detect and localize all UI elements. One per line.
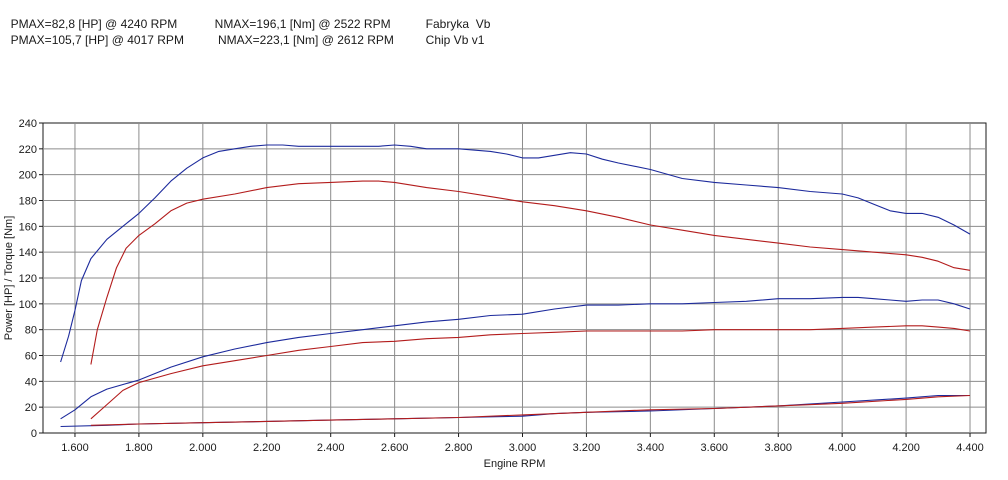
header-row-chip: PMAX=105,7 [HP] @ 4017 RPM NMAX=223,1 [N…: [4, 19, 485, 47]
x-tick-label: 3.400: [637, 442, 665, 454]
x-tick-label: 1.600: [61, 442, 89, 454]
y-tick-label: 160: [19, 221, 37, 233]
y-tick-label: 240: [19, 118, 37, 130]
x-tick-label: 2.600: [381, 442, 409, 454]
y-tick-label: 80: [25, 325, 37, 337]
y-tick-label: 100: [19, 299, 37, 311]
y-tick-label: 180: [19, 196, 37, 208]
y-tick-label: 60: [25, 351, 37, 363]
series-line-0: [60, 144, 971, 363]
y-tick-label: 200: [19, 170, 37, 182]
series-group: [60, 144, 971, 428]
y-tick-label: 20: [25, 402, 37, 414]
series-line-5: [90, 394, 971, 426]
x-tick-label: 4.200: [892, 442, 920, 454]
series-line-1: [90, 180, 971, 365]
header-pmax-factory: PMAX=82,8 [HP] @ 4240 RPM: [10, 17, 178, 31]
y-tick-label: 0: [31, 428, 37, 440]
x-tick-label: 2.000: [189, 442, 217, 454]
header-pmax-chip: PMAX=105,7 [HP] @ 4017 RPM: [10, 33, 184, 47]
x-axis-label: Engine RPM: [484, 458, 546, 470]
series-line-2: [60, 296, 971, 420]
header-nmax-factory: NMAX=196,1 [Nm] @ 2522 RPM: [214, 17, 391, 31]
x-tick-label: 2.400: [317, 442, 345, 454]
y-tick-label: 120: [19, 273, 37, 285]
x-tick-label: 3.800: [764, 442, 792, 454]
x-tick-label: 3.000: [509, 442, 537, 454]
tick-labels: 0 20 40 60 80 100 120 140 160 180 200 220 240 1.600 1.…: [19, 118, 984, 454]
header-nmax-chip: NMAX=223,1 [Nm] @ 2612 RPM: [214, 33, 394, 47]
header-row-factory: PMAX=82,8 [HP] @ 4240 RPM NMAX=196,1 [Nm]…: [4, 3, 491, 31]
x-tick-label: 3.600: [701, 442, 729, 454]
grid-lines: [43, 123, 986, 433]
x-tick-label: 2.800: [445, 442, 473, 454]
x-tick-label: 4.000: [828, 442, 856, 454]
header-name-factory: Fabryka Vb: [425, 17, 491, 31]
x-tick-label: 4.400: [956, 442, 984, 454]
x-tick-label: 1.800: [125, 442, 153, 454]
y-tick-label: 140: [19, 247, 37, 259]
series-line-3: [90, 325, 971, 420]
x-tick-label: 3.200: [573, 442, 601, 454]
y-tick-label: 220: [19, 144, 37, 156]
y-tick-label: 40: [25, 376, 37, 388]
x-tick-label: 2.200: [253, 442, 281, 454]
header-name-chip: Chip Vb v1: [425, 33, 485, 47]
y-axis-label: Power [HP] / Torque [Nm]: [3, 216, 15, 341]
